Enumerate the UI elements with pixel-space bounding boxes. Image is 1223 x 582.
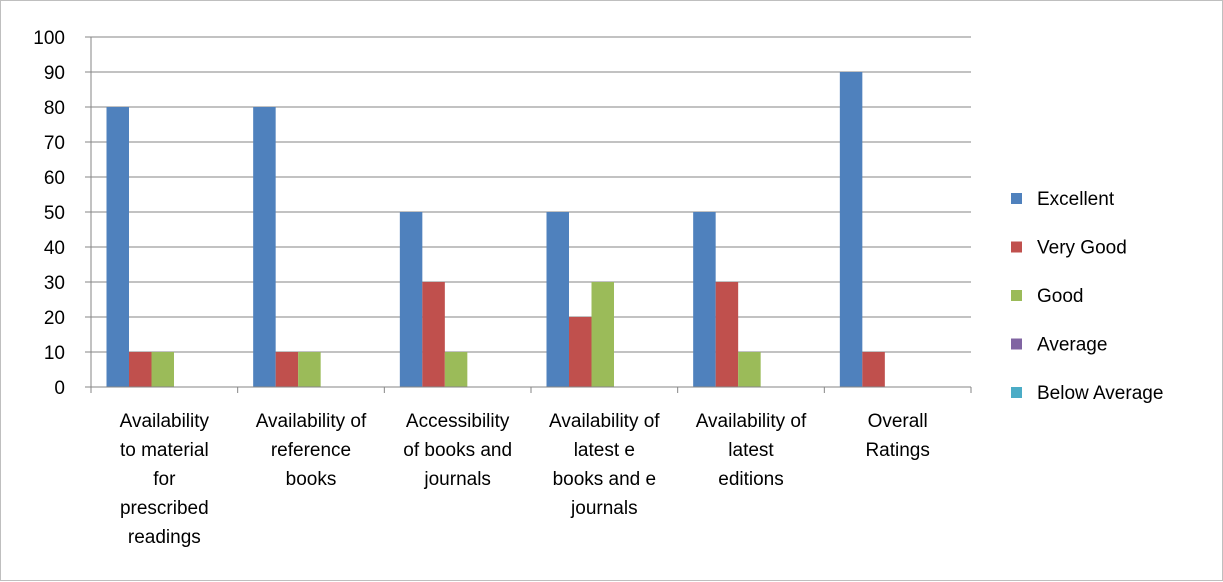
bar-excellent-3 <box>546 212 569 387</box>
bar-excellent-1 <box>253 107 276 387</box>
y-tick-label-70: 70 <box>44 133 65 154</box>
x-category-label-5-line-0: Overall <box>868 411 928 432</box>
y-tick-label-50: 50 <box>44 203 65 224</box>
x-category-label-3-line-1: latest e <box>574 440 635 461</box>
x-category-label-0-line-2: for <box>153 469 176 490</box>
x-category-label-0-line-1: to material <box>120 440 209 461</box>
y-tick-label-40: 40 <box>44 238 65 259</box>
legend-swatch-very-good <box>1011 241 1022 253</box>
legend-label-below-average: Below Average <box>1037 383 1163 404</box>
legend-swatch-average <box>1011 338 1022 350</box>
bar-very-good-2 <box>422 282 445 387</box>
legend-swatch-below-average <box>1011 387 1022 398</box>
x-category-label-0-line-3: prescribed <box>120 498 209 519</box>
x-category-label-2-line-2: journals <box>423 469 491 490</box>
bar-excellent-0 <box>106 107 129 387</box>
bar-good-0 <box>151 352 174 387</box>
y-tick-label-90: 90 <box>44 63 65 84</box>
bar-excellent-2 <box>399 212 423 387</box>
x-category-label-0-line-4: readings <box>128 527 201 548</box>
y-axis-tick-labels: 0 10 20 30 40 50 60 70 80 90 100 <box>33 28 65 399</box>
bar-very-good-5 <box>862 352 885 387</box>
x-category-label-0-line-0: Availability <box>120 411 210 432</box>
x-category-label-3-line-0: Availability of <box>549 411 660 432</box>
x-category-label-4-line-2: editions <box>718 469 784 490</box>
x-category-label-3-line-2: books and e <box>553 469 657 490</box>
y-tick-label-100: 100 <box>33 28 65 49</box>
y-tick-label-60: 60 <box>44 168 65 189</box>
x-category-label-3-line-3: journals <box>570 498 638 519</box>
y-tick-label-10: 10 <box>44 343 65 364</box>
y-tick-label-80: 80 <box>44 98 65 119</box>
x-category-label-4-line-0: Availability of <box>696 411 807 432</box>
bar-good-3 <box>591 282 614 387</box>
legend-label-good: Good <box>1037 286 1083 307</box>
legend-label-average: Average <box>1037 335 1107 356</box>
gridlines <box>91 36 971 353</box>
x-category-label-1-line-2: books <box>286 469 337 490</box>
bar-very-good-4 <box>715 282 739 387</box>
legend-swatch-good <box>1011 290 1022 301</box>
category-labels: Availability to material for prescribed read… <box>120 411 930 548</box>
y-tick-label-0: 0 <box>54 378 65 399</box>
x-category-label-4-line-1: latest <box>728 440 774 461</box>
axes <box>85 36 972 393</box>
bar-good-2 <box>444 352 468 387</box>
y-tick-label-30: 30 <box>44 273 65 294</box>
legend-swatch-excellent <box>1011 193 1022 204</box>
x-category-label-2-line-1: of books and <box>403 440 512 461</box>
bar-good-4 <box>738 352 761 387</box>
bars <box>106 72 885 387</box>
bar-very-good-1 <box>275 352 299 387</box>
bar-excellent-5 <box>839 72 863 387</box>
legend-label-very-good: Very Good <box>1037 238 1127 259</box>
bar-very-good-0 <box>129 352 152 387</box>
x-category-label-5-line-1: Ratings <box>865 440 929 461</box>
bar-excellent-4 <box>693 212 716 387</box>
bar-good-1 <box>298 352 321 387</box>
legend: Excellent Very Good Good Average Below Avera… <box>1011 189 1163 404</box>
y-tick-label-20: 20 <box>44 308 65 329</box>
x-category-label-2-line-0: Accessibility <box>406 411 510 432</box>
legend-label-excellent: Excellent <box>1037 189 1115 210</box>
x-category-label-1-line-1: reference <box>271 440 351 461</box>
x-category-label-1-line-0: Availability of <box>256 411 367 432</box>
bar-very-good-3 <box>569 317 592 387</box>
